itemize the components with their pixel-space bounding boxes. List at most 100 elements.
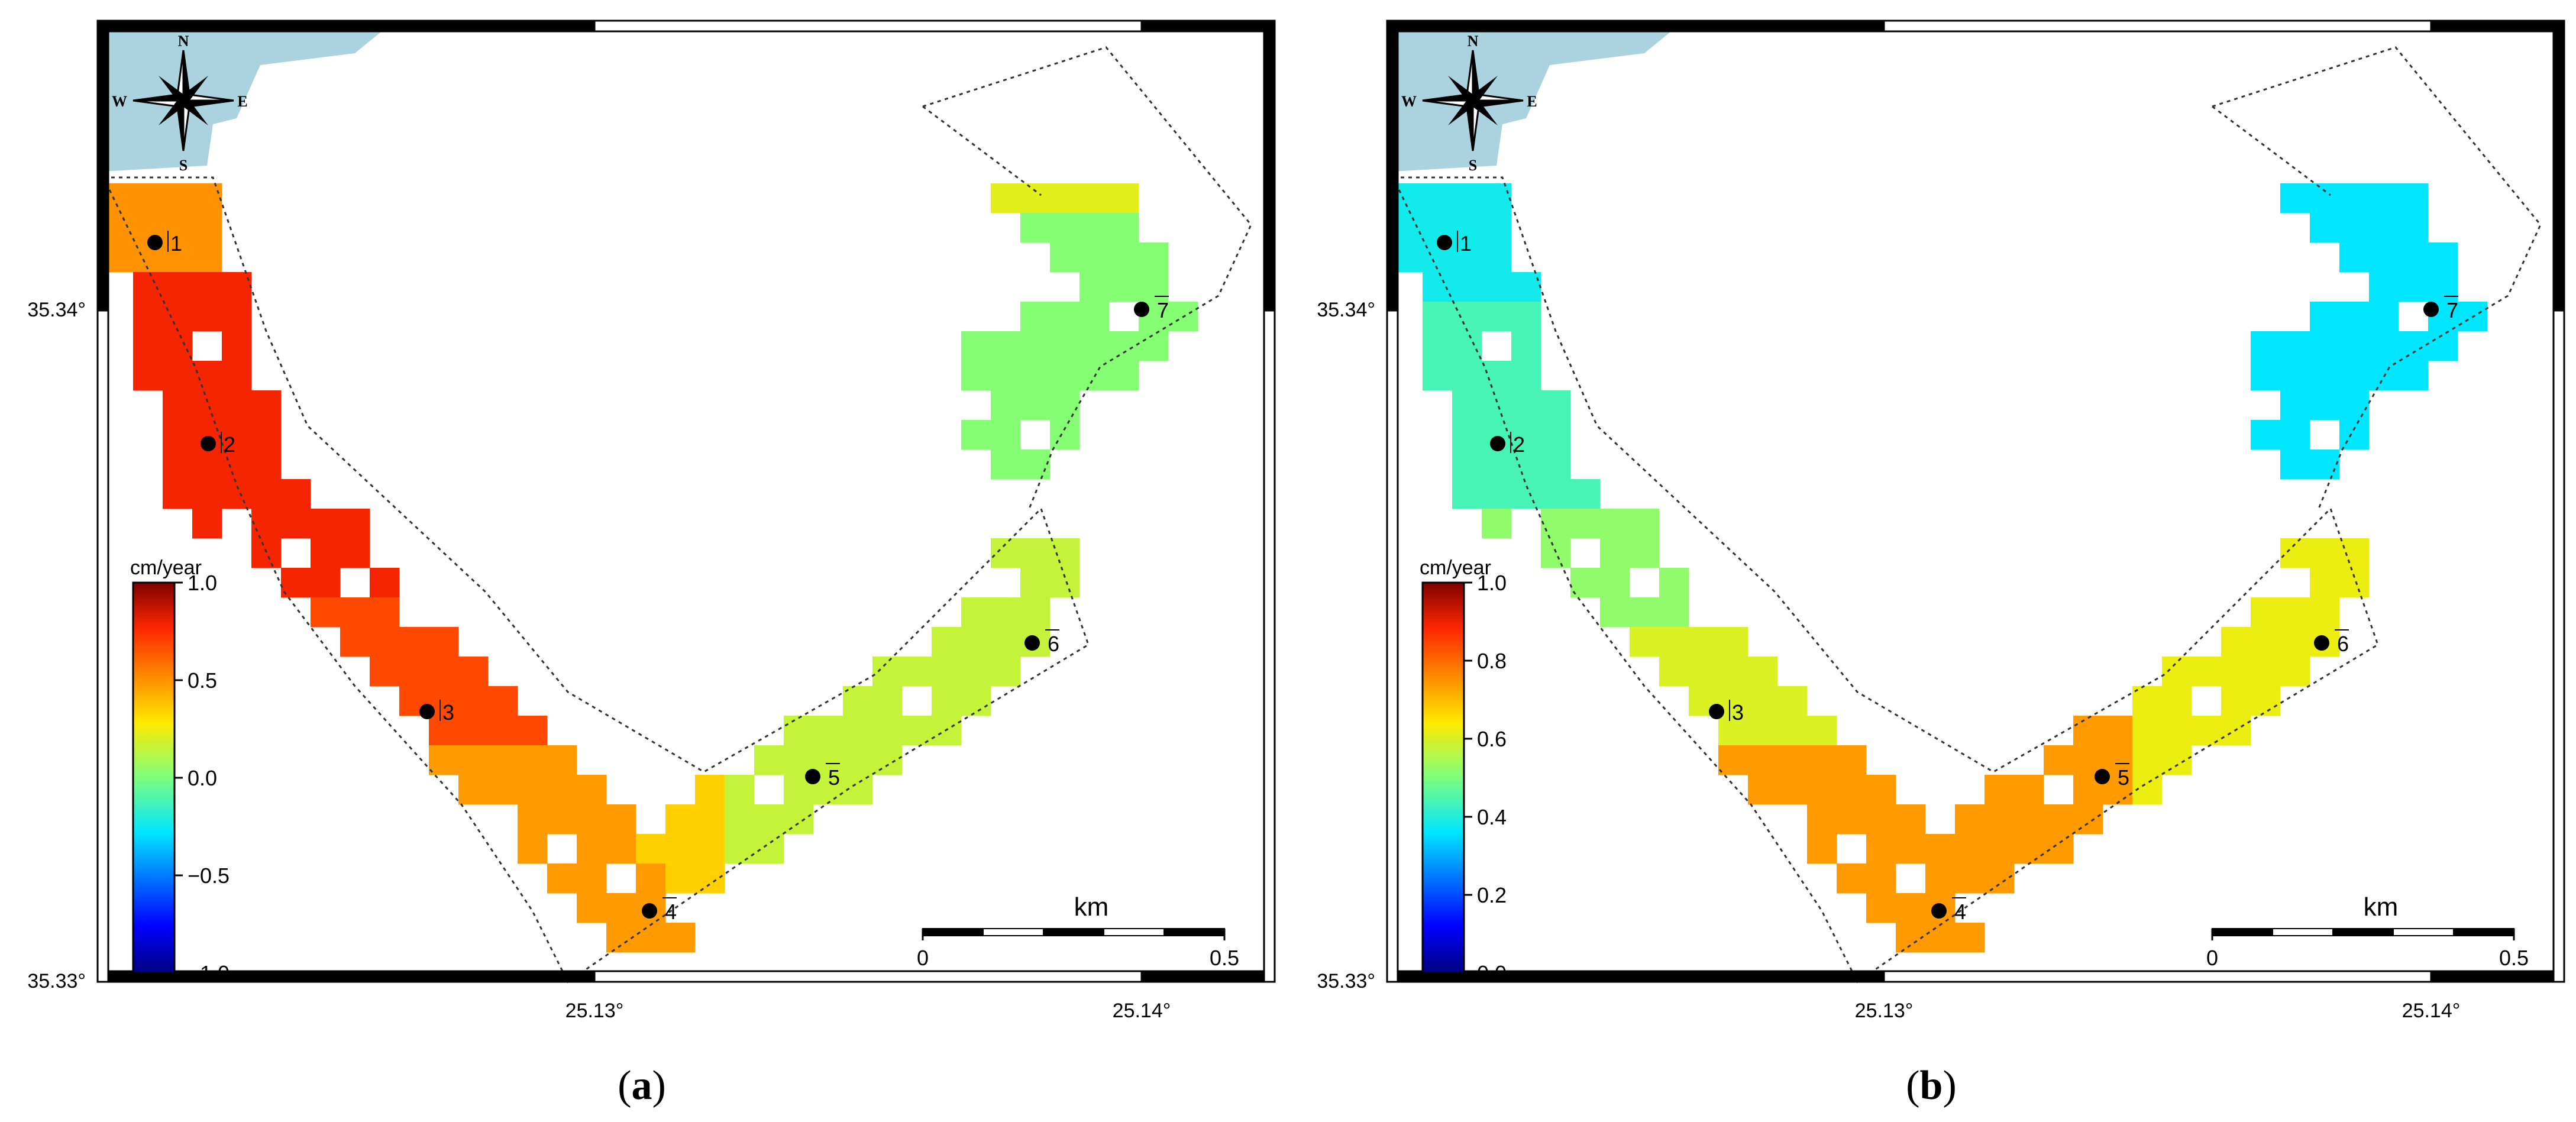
pixel-cell: [2251, 331, 2281, 361]
pixel-cell: [1109, 242, 1139, 273]
pixel-cell: [192, 272, 222, 302]
pixel-cell: [1807, 834, 1837, 864]
pixel-cell: [961, 657, 991, 687]
pixel-cell: [133, 183, 163, 214]
pixel-cell: [1807, 716, 1837, 746]
pixel-cell: [311, 568, 341, 598]
pixel-cell: [2369, 302, 2399, 332]
pixel-cell: [1777, 686, 1808, 716]
pixel-cell: [1600, 597, 1630, 628]
pixel-cell: [1659, 627, 1689, 657]
pixel-cell: [1718, 716, 1748, 746]
pixel-cell: [429, 745, 459, 775]
pixel-cell: [725, 775, 755, 805]
pixel-cell: [1109, 183, 1139, 214]
pixel-cell: [281, 479, 311, 509]
pixel-cell: [1925, 834, 1956, 864]
pixel-cell: [547, 804, 577, 835]
pixel-cell: [813, 716, 843, 746]
pixel-cell: [1748, 775, 1778, 805]
svg-text:E: E: [1527, 93, 1537, 110]
pixel-cell: [340, 509, 370, 539]
pixel-cell: [2251, 686, 2281, 716]
pixel-cell: [458, 686, 489, 716]
pixel-cell: [1541, 479, 1571, 509]
pixel-cell: [1511, 302, 1541, 332]
pixel-cell: [1482, 390, 1512, 421]
pixel-cell: [1079, 331, 1110, 361]
point-marker-6: [1024, 635, 1040, 651]
pixel-cell: [222, 331, 252, 361]
pixel-cell: [1452, 450, 1482, 480]
pixel-cell: [518, 804, 548, 835]
compass-rose: N S E W: [112, 33, 248, 174]
pixel-cell: [1482, 479, 1512, 509]
pixel-cell: [991, 597, 1021, 628]
pixel-cell: [1630, 627, 1660, 657]
pixel-cell: [2162, 657, 2192, 687]
pixel-cell: [370, 597, 400, 628]
deformation-pixels: [104, 183, 1198, 953]
pixel-cell: [163, 183, 193, 214]
pixel-cell: [1452, 302, 1482, 332]
pixel-cell: [311, 597, 341, 628]
panel-caption: (a): [618, 1063, 666, 1108]
colorbar-tick-label: 0.5: [188, 668, 217, 693]
pixel-cell: [606, 893, 636, 923]
pixel-cell: [1511, 331, 1541, 361]
pixel-cell: [222, 361, 252, 391]
pixel-cell: [163, 390, 193, 421]
pixel-cell: [251, 479, 282, 509]
pixel-cell: [1452, 183, 1482, 214]
pixel-cell: [1541, 390, 1571, 421]
pixel-cell: [1570, 479, 1601, 509]
point-marker-7: [2423, 302, 2439, 317]
pixel-cell: [991, 331, 1021, 361]
scale-bar-start: 0: [917, 946, 929, 970]
pixel-cell: [1050, 213, 1080, 243]
point-label-6: 6: [1048, 632, 1059, 656]
pixel-cell: [518, 745, 548, 775]
pixel-cell: [577, 864, 607, 894]
pixel-cell: [2103, 716, 2133, 746]
pixel-cell: [1079, 183, 1110, 214]
pixel-cell: [2310, 538, 2340, 568]
pixel-cell: [784, 804, 814, 835]
pixel-cell: [2073, 716, 2103, 746]
pixel-cell: [843, 686, 873, 716]
x-tick-label: 25.14°: [2402, 1000, 2461, 1022]
pixel-cell: [2339, 538, 2370, 568]
pixel-cell: [1020, 568, 1051, 598]
pixel-cell: [636, 923, 666, 953]
pixel-cell: [1659, 597, 1689, 628]
pixel-cell: [192, 361, 222, 391]
pixel-cell: [754, 834, 784, 864]
pixel-cell: [1482, 183, 1512, 214]
pixel-cell: [1807, 775, 1837, 805]
pixel-cell: [872, 716, 903, 746]
pixel-cell: [1748, 686, 1778, 716]
pixel-cell: [1511, 479, 1541, 509]
point-marker-5: [805, 769, 820, 784]
pixel-cell: [1452, 272, 1482, 302]
pixel-cell: [665, 923, 696, 953]
pixel-cell: [961, 597, 991, 628]
pixel-cell: [518, 775, 548, 805]
pixel-cell: [133, 331, 163, 361]
point-label-1: 1: [170, 231, 182, 256]
pixel-cell: [1866, 834, 1896, 864]
pixel-cell: [1050, 568, 1080, 598]
scale-bar: km 0 0.5: [2206, 893, 2529, 970]
pixel-cell: [2399, 183, 2429, 214]
pixel-cell: [2251, 627, 2281, 657]
pixel-cell: [577, 775, 607, 805]
pixel-cell: [2280, 627, 2310, 657]
pixel-cell: [636, 864, 666, 894]
pixel-cell: [843, 745, 873, 775]
pixel-cell: [429, 716, 459, 746]
pixel-cell: [2399, 361, 2429, 391]
svg-text:S: S: [1469, 157, 1477, 174]
point-label-4: 4: [1954, 900, 1966, 924]
pixel-cell: [2369, 272, 2399, 302]
pixel-cell: [251, 420, 282, 450]
